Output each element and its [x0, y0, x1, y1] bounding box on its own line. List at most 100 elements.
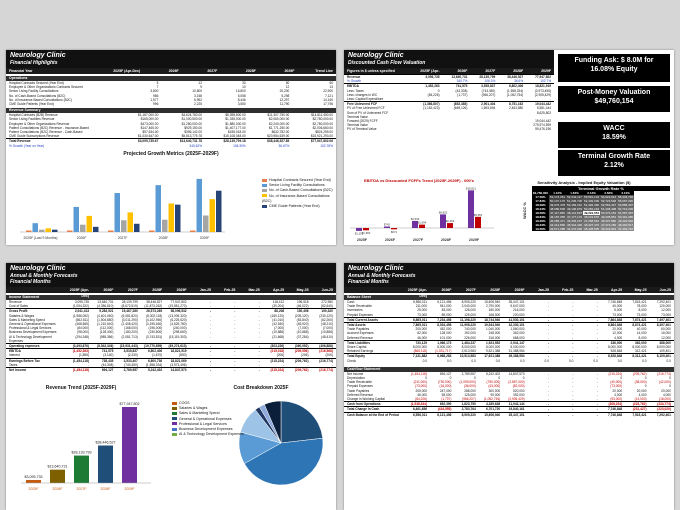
sensitivity-cell: 44,472,936	[566, 227, 584, 231]
table-cell: (3,973,496)	[170, 362, 187, 367]
table-cell: -	[547, 388, 549, 393]
table-cell: -	[209, 326, 211, 331]
table-cell: (966,207)	[462, 397, 476, 402]
table-cell: 55,000	[441, 392, 452, 397]
table-cell: 11,998,220	[460, 323, 476, 328]
column-header: 2026F	[457, 69, 468, 73]
table-cell: $165,000.00	[140, 117, 159, 122]
growth-bar	[93, 226, 99, 232]
table-cell: -	[596, 335, 598, 340]
table-cell: (4,601,060)	[97, 313, 114, 318]
table-cell: 25,000	[417, 308, 428, 313]
table-cell: $1,771,250.00	[268, 125, 290, 130]
table-cell: 19,467,280	[121, 309, 138, 314]
table-cell: 106.30%	[233, 143, 246, 148]
table-cell: 4,000	[614, 392, 623, 397]
table-cell: 528,848	[610, 349, 623, 354]
table-cell: 738,435	[101, 358, 114, 363]
table-cell: 73,000	[612, 312, 623, 317]
table-cell: $929,150.00	[184, 125, 203, 130]
balance-row: Prepaid Expenses 73,000 89,000 125,000 168,0…	[344, 313, 674, 317]
table-cell: 7,292,401	[656, 412, 671, 417]
sensitivity-cell: 50,107,170	[549, 199, 567, 203]
bar-data-label: $18,821	[466, 186, 477, 190]
table-cell: $20,984,639.00	[267, 134, 290, 139]
table-cell: -	[596, 340, 598, 345]
legend-label: No. of Insurance-Based Consultations (B2…	[262, 193, 330, 203]
valuation-box-label: WACC	[603, 125, 625, 132]
table-cell: 4,000	[614, 335, 623, 340]
operations-row: No. of Cash-Based Consultations (B2C) 986…	[6, 94, 336, 98]
table-cell: $4,624,760.00	[181, 113, 203, 118]
table-cell: (180,200)	[124, 330, 138, 335]
table-cell: (44,308)	[101, 362, 114, 367]
table-cell: 6,968,283	[437, 354, 452, 359]
table-cell: (84,226)	[427, 92, 440, 97]
column-header: Feb-25	[562, 288, 574, 292]
table-cell: -	[596, 345, 598, 350]
column-header: Feb-25	[224, 288, 236, 292]
table-cell: 312,421	[635, 349, 647, 354]
valuation-box: Post-Money Valuation $49,760,154	[558, 86, 670, 112]
table-cell: 741,575	[101, 349, 114, 354]
income-row: AI & Technology Development Expenses (294…	[6, 335, 336, 343]
income-row: Interest (1,855) (3,140) (2,430) (1,670) (850…	[6, 353, 336, 357]
table-cell: 5	[156, 81, 159, 85]
sensitivity-cell: 48,400,517	[617, 223, 635, 227]
table-cell: (8,672,519)	[121, 304, 138, 309]
table-cell: -	[547, 380, 549, 385]
table-cell: $1,335,000.00	[225, 117, 246, 122]
table-cell: Less: changes in WC	[347, 92, 378, 97]
sensitivity-col-header: 1.62%	[566, 191, 584, 195]
bar-data-label: $5,581	[474, 213, 483, 217]
table-cell: 196,518	[297, 300, 309, 304]
table-cell: 0	[449, 376, 452, 381]
growth-bar	[67, 230, 73, 232]
table-cell: 741,575	[455, 84, 468, 89]
table-cell: Total Liabilities	[347, 340, 370, 345]
revenue-bar	[26, 479, 41, 483]
table-cell: Total Equity	[347, 354, 366, 359]
table-cell: 9,283,921	[99, 309, 114, 314]
column-header-row: Figures in $ unless specified 2025F (Apr-…	[344, 68, 554, 79]
table-cell: (1,538,344)	[410, 402, 428, 407]
bar-data-label: $6,802	[439, 210, 448, 214]
legend-item: COGS	[172, 401, 244, 406]
table-cell: -	[547, 392, 549, 397]
table-cell: 0.0	[593, 358, 598, 363]
table-cell: 0.0	[642, 358, 647, 363]
legend-swatch	[262, 183, 267, 187]
table-cell: 694,127	[439, 371, 452, 376]
table-cell: 125,000	[464, 312, 476, 317]
table-cell: 0	[425, 376, 428, 381]
table-cell: $435,018.00	[227, 130, 246, 135]
table-cell: -	[596, 388, 598, 393]
table-cell: -	[234, 358, 236, 363]
table-cell: (21,668)	[272, 334, 285, 339]
x-tick-label: 2027F	[76, 487, 87, 491]
table-cell: -	[596, 323, 598, 328]
sensitivity-cell: 48,223,878	[583, 215, 601, 219]
panel-title: Neurology Clinic	[10, 52, 66, 59]
table-cell: 4,000	[638, 392, 647, 397]
sensitivity-cell: 47,373,186	[600, 223, 618, 227]
column-header: 2028F	[513, 69, 524, 73]
table-cell: 10	[242, 85, 246, 90]
table-cell: 18,744,940	[484, 317, 501, 322]
table-cell: -	[234, 330, 236, 335]
table-cell: -	[572, 397, 574, 402]
table-cell: -	[596, 349, 598, 354]
table-cell	[443, 127, 471, 131]
growth-bar	[155, 185, 161, 232]
table-cell: 247,000	[439, 388, 452, 393]
total-revenue-row: Total Revenue $3,095,735.67 $13,640,731.78…	[6, 138, 336, 143]
table-cell: Forward (2029) FCFF	[347, 119, 378, 124]
table-cell: 16,800	[235, 89, 246, 94]
table-cell: 60,000	[661, 327, 671, 332]
table-cell: Operating expenses	[9, 344, 40, 349]
table-cell: 8,000,000	[437, 345, 452, 350]
table-cell: -	[547, 397, 549, 402]
table-cell: (852,385)	[453, 102, 468, 107]
table-cell: -	[258, 300, 260, 304]
table-cell: 16,000	[661, 331, 671, 336]
